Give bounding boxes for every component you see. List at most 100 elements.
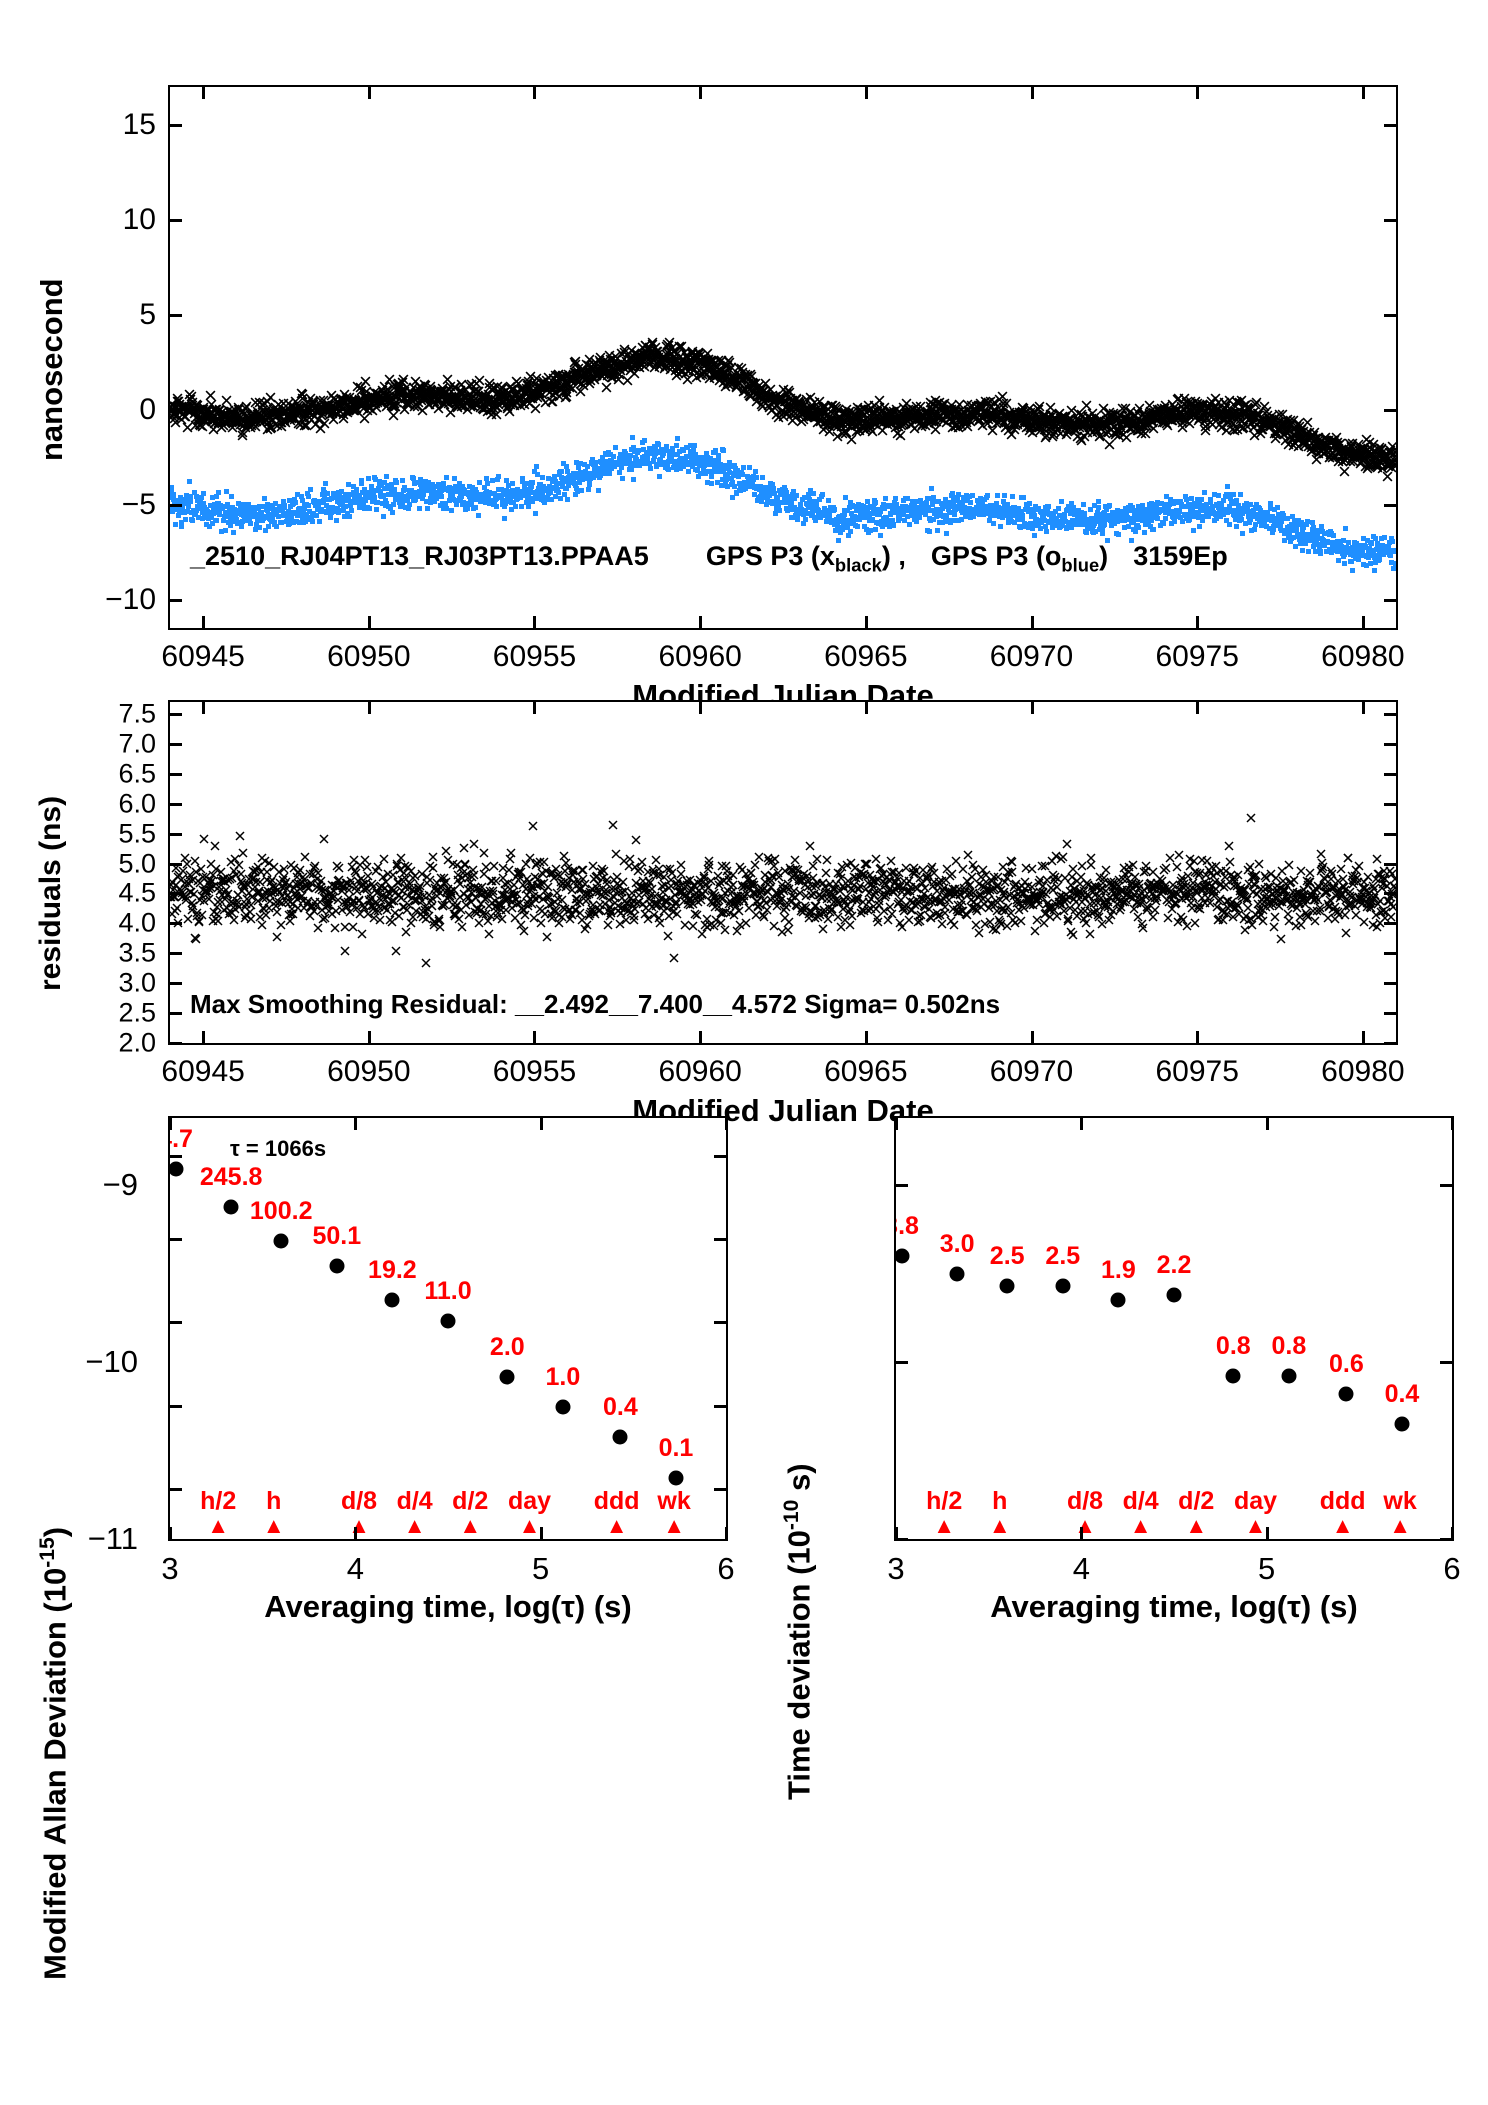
axis-tick-mark [1384, 218, 1398, 222]
axis-tick-mark [202, 616, 206, 630]
panel-residuals: residuals (ns) [0, 698, 1488, 1128]
data-point-dot [629, 435, 635, 441]
data-point-dot [1391, 565, 1396, 571]
data-point-dot [187, 498, 193, 504]
data-point-dot [1234, 523, 1240, 529]
data-point-dot [179, 523, 185, 529]
data-point-dot [454, 502, 460, 508]
data-point-dot [606, 471, 612, 477]
data-point-dot [1335, 557, 1341, 563]
axis-tick-mark [168, 218, 182, 222]
axis-tick-mark [699, 616, 703, 630]
axis-tick-mark [1384, 408, 1398, 412]
axis-tick-mark [367, 616, 371, 630]
data-point-dot [1238, 491, 1244, 497]
data-point-dot [373, 507, 379, 513]
axis-tick-label: 15 [122, 107, 156, 141]
data-point-dot [247, 521, 253, 527]
axis-tick-label: −5 [121, 487, 156, 521]
data-point-dot [228, 493, 234, 499]
data-point-dot [193, 507, 199, 513]
data-point-dot [1251, 526, 1257, 532]
data-point-dot [223, 527, 229, 533]
data-point-dot [708, 474, 714, 480]
data-point-dot [872, 499, 878, 505]
data-point-dot [926, 529, 932, 535]
data-point-dot [559, 469, 565, 475]
data-point-dot [183, 517, 189, 523]
data-point-dot [1055, 506, 1061, 512]
data-point-dot [206, 515, 212, 521]
data-point-dot [620, 475, 626, 481]
data-point-dot [327, 515, 333, 521]
data-point-dot [1318, 548, 1324, 554]
data-point-dot [1045, 503, 1051, 509]
data-point-dot [892, 495, 898, 501]
data-point-dot [579, 487, 585, 493]
data-point-dot [1372, 567, 1378, 573]
data-point-dot [200, 500, 206, 506]
data-point-dot [172, 498, 178, 504]
data-point-x [191, 931, 201, 944]
data-point-dot [587, 481, 593, 487]
axis-tick-mark [367, 85, 371, 99]
data-point-dot [170, 505, 173, 511]
data-point-dot [879, 524, 885, 530]
data-point-dot [1002, 492, 1008, 498]
data-point-dot [210, 495, 216, 501]
data-point-dot [794, 493, 800, 498]
data-point-dot [212, 506, 218, 512]
data-point-dot [692, 443, 698, 449]
data-point-dot [293, 499, 299, 505]
data-point-dot [213, 493, 219, 499]
axis-tick-label: 60965 [824, 640, 908, 673]
data-point-dot [1150, 526, 1156, 532]
data-point-dot [1392, 548, 1396, 554]
data-point-dot [777, 507, 783, 513]
data-point-dot [709, 481, 715, 487]
data-point-dot [565, 497, 571, 503]
axis-tick-mark [864, 85, 868, 99]
axis-tick-label: 0 [139, 392, 156, 426]
data-point-dot [1342, 560, 1348, 566]
axis-tick-mark [1030, 616, 1034, 630]
data-point-dot [185, 504, 191, 510]
data-point-dot [187, 479, 193, 485]
data-point-dot [1162, 515, 1168, 521]
data-point-dot [173, 522, 179, 528]
data-point-dot [540, 475, 546, 481]
data-point-dot [209, 521, 215, 527]
data-point-dot [907, 522, 913, 528]
data-point-dot [1026, 501, 1032, 507]
data-point-dot [1225, 483, 1231, 489]
data-point-dot [855, 524, 861, 530]
axis-tick-mark [1384, 598, 1398, 602]
axis-tick-mark [168, 313, 182, 317]
data-point-dot [177, 509, 183, 515]
data-point-dot [935, 527, 941, 533]
data-point-dot [873, 526, 879, 532]
data-point-dot [1350, 568, 1356, 574]
data-point-dot [199, 495, 205, 501]
data-point-dot [759, 475, 765, 481]
data-point-dot [685, 468, 691, 474]
timeseries-epoch-count: 3159Ep [1133, 541, 1228, 571]
data-point-dot [720, 447, 726, 453]
data-point-dot [192, 511, 198, 517]
data-point-dot [216, 490, 222, 496]
data-point-dot [519, 504, 525, 510]
data-point-dot [310, 518, 316, 524]
data-point-dot [556, 490, 562, 496]
data-point-dot [188, 494, 194, 500]
data-point-dot [752, 469, 758, 475]
data-point-dot [348, 508, 354, 514]
data-point-dot [595, 488, 601, 494]
data-point-dot [1095, 498, 1101, 504]
axis-tick-label: 60955 [492, 640, 577, 673]
data-point-dot [533, 495, 539, 501]
axis-tick-mark [1030, 85, 1034, 99]
data-point-dot [916, 514, 922, 520]
data-point-dot [170, 485, 175, 491]
data-point-dot [177, 494, 183, 500]
